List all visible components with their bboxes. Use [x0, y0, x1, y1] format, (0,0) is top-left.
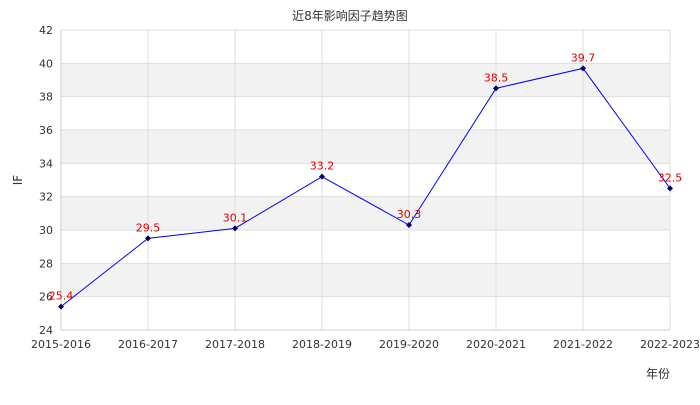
y-tick-label: 24	[39, 324, 53, 337]
plot-bands	[61, 30, 670, 330]
data-point	[232, 225, 238, 232]
x-tick-label: 2015-2016	[31, 338, 91, 351]
y-tick-label: 38	[39, 91, 53, 104]
x-tick-label: 2016-2017	[118, 338, 178, 351]
data-label: 39.7	[571, 51, 596, 64]
plot-band	[61, 296, 670, 330]
data-point	[406, 222, 412, 228]
data-point	[493, 85, 499, 92]
grid-lines	[60, 29, 671, 331]
plot-band	[61, 63, 670, 97]
data-labels: 25.4 29.5 30.1 33.2 30.3 38.5 39.7 32.5	[49, 51, 683, 302]
y-tick-label: 28	[39, 257, 53, 270]
plot-band	[61, 230, 670, 264]
y-axis-label: IF	[11, 175, 25, 186]
data-label: 25.4	[49, 290, 74, 303]
series-line	[60, 67, 671, 308]
y-tick-label: 34	[39, 157, 53, 170]
data-label: 29.5	[136, 221, 161, 234]
y-tick-labels: 24 26 28 30 32 34 36 38 40 42	[39, 24, 53, 337]
x-tick-label: 2018-2019	[292, 338, 352, 351]
x-tick-label: 2020-2021	[466, 338, 526, 351]
data-label: 30.1	[223, 211, 248, 224]
data-point	[145, 235, 151, 242]
x-tick-labels: 2015-2016 2016-2017 2017-2018 2018-2019 2019…	[31, 338, 700, 351]
data-label: 30.3	[397, 208, 422, 221]
plot-band	[61, 196, 670, 230]
data-point	[319, 173, 325, 180]
data-label: 33.2	[310, 160, 335, 173]
data-label: 38.5	[484, 71, 509, 84]
x-tick-label: 2019-2020	[379, 338, 439, 351]
x-tick-label: 2022-2023	[640, 338, 700, 351]
series-layer	[58, 65, 673, 310]
x-tick-label: 2017-2018	[205, 338, 265, 351]
y-tick-label: 36	[39, 124, 53, 137]
axes	[60, 30, 670, 331]
plot-band	[61, 263, 670, 297]
data-point	[58, 303, 64, 310]
y-tick-label: 32	[39, 191, 53, 204]
x-tick-label: 2021-2022	[553, 338, 613, 351]
plot-band	[61, 96, 670, 130]
x-axis-label: 年份	[646, 367, 670, 381]
y-tick-label: 26	[39, 291, 53, 304]
data-point	[667, 185, 673, 192]
plot-band	[61, 30, 670, 64]
chart-title: 近8年影响因子趋势图	[292, 8, 408, 23]
y-tick-label: 40	[39, 57, 53, 70]
plot-band	[61, 130, 670, 164]
y-tick-label: 42	[39, 24, 53, 37]
data-label: 32.5	[658, 171, 683, 184]
data-point	[580, 65, 586, 72]
plot-band	[61, 163, 670, 197]
y-tick-label: 30	[39, 224, 53, 237]
